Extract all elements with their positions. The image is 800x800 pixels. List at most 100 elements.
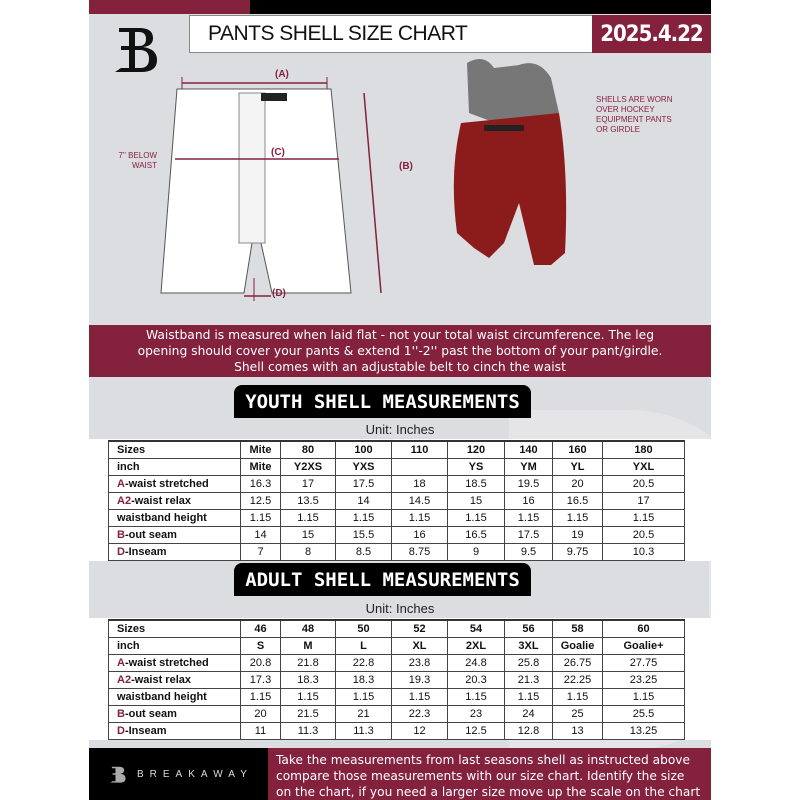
row-label-prefix: A2 bbox=[117, 673, 132, 686]
table-cell: 1.15 bbox=[391, 508, 448, 527]
table-cell: 1.15 bbox=[447, 508, 505, 527]
table-cell: 1.15 bbox=[280, 687, 336, 706]
table-row: D-Inseam 7 8 8.5 8.75 9 9.5 9.75 10.3 bbox=[108, 542, 685, 561]
adult-unit: Unit: Inches bbox=[365, 601, 435, 616]
table-cell: 1.15 bbox=[504, 687, 553, 706]
note-line: SHELLS ARE WORN bbox=[596, 95, 673, 104]
footer-brand: BREAKAWAY bbox=[89, 748, 268, 800]
row-label-text: -waist relax bbox=[131, 673, 191, 686]
table-cell: 16.3 bbox=[240, 474, 281, 493]
table-cell: 17.5 bbox=[335, 474, 392, 493]
table-cell: 27.75 bbox=[602, 653, 685, 672]
table-cell: 9 bbox=[447, 542, 505, 561]
table-cell: 23.8 bbox=[391, 653, 448, 672]
table-cell: YS bbox=[447, 457, 505, 476]
waist-note: 7'' BELOW WAIST bbox=[115, 151, 157, 171]
table-cell: 11.3 bbox=[280, 721, 336, 740]
brand-name: BREAKAWAY bbox=[137, 768, 253, 780]
table-cell: 15 bbox=[280, 525, 336, 544]
table-cell bbox=[391, 457, 448, 476]
row-label-prefix: A bbox=[117, 656, 125, 669]
banner-line: opening should cover your pants & extend… bbox=[137, 344, 663, 358]
table-cell: 20.3 bbox=[447, 670, 505, 689]
label-b: (B) bbox=[399, 161, 413, 172]
table-cell: 20 bbox=[552, 474, 603, 493]
table-cell: S bbox=[240, 636, 281, 655]
row-label: A2-waist relax bbox=[108, 491, 241, 510]
table-cell: 16.5 bbox=[447, 525, 505, 544]
table-cell: 15.5 bbox=[335, 525, 392, 544]
row-label-text: -out seam bbox=[124, 528, 177, 541]
table-cell: YL bbox=[552, 457, 603, 476]
table-cell: Mite bbox=[240, 457, 281, 476]
table-cell: 60 bbox=[602, 619, 685, 638]
table-row: waistband height 1.15 1.15 1.15 1.15 1.15 1.15… bbox=[108, 687, 685, 706]
table-cell: 54 bbox=[447, 619, 505, 638]
row-label: inch bbox=[108, 457, 241, 476]
table-cell: 19.3 bbox=[391, 670, 448, 689]
row-label-text: -Inseam bbox=[124, 724, 167, 737]
footer-line: on the chart, if you need a larger size … bbox=[276, 785, 701, 799]
table-cell: 1.15 bbox=[552, 687, 603, 706]
shell-note: SHELLS ARE WORN OVER HOCKEY EQUIPMENT PA… bbox=[596, 95, 672, 135]
table-cell: 1.15 bbox=[447, 687, 505, 706]
table-cell: Goalie bbox=[552, 636, 603, 655]
row-label-text: -waist stretched bbox=[124, 656, 209, 669]
table-cell: 110 bbox=[391, 440, 448, 459]
row-label-text: inch bbox=[117, 460, 140, 473]
top-bar-accent bbox=[89, 0, 250, 14]
note-line: EQUIPMENT PANTS bbox=[596, 115, 672, 124]
table-cell: 56 bbox=[504, 619, 553, 638]
row-label-text: inch bbox=[117, 639, 140, 652]
table-cell: Y2XS bbox=[280, 457, 336, 476]
row-label: B-out seam bbox=[108, 704, 241, 723]
table-row: waistband height 1.15 1.15 1.15 1.15 1.15 1.15… bbox=[108, 508, 685, 527]
pants-diagram-icon bbox=[160, 59, 567, 301]
row-label-prefix: A2 bbox=[117, 494, 132, 507]
table-cell: 21.3 bbox=[504, 670, 553, 689]
page-title: PANTS SHELL SIZE CHART bbox=[189, 15, 593, 53]
note-line: OR GIRDLE bbox=[596, 125, 641, 134]
table-cell: 22.3 bbox=[391, 704, 448, 723]
row-label: D-Inseam bbox=[108, 721, 241, 740]
youth-unit: Unit: Inches bbox=[365, 422, 435, 437]
table-row: A-waist stretched 16.3 17 17.5 18 18.5 19.5 20 2… bbox=[108, 474, 685, 493]
table-row: inch Mite Y2XS YXS YS YM YL YXL bbox=[108, 457, 685, 476]
row-label: Sizes bbox=[108, 619, 241, 638]
footer-line: compare those measurements with our size… bbox=[276, 769, 685, 783]
table-cell: 11 bbox=[240, 721, 281, 740]
note-line: WAIST bbox=[131, 161, 157, 170]
table-row: D-Inseam 11 11.3 11.3 12 12.5 12.8 13 13.25 bbox=[108, 721, 685, 740]
table-cell: 120 bbox=[447, 440, 505, 459]
table-cell: 3XL bbox=[504, 636, 553, 655]
row-label-text: -Inseam bbox=[124, 545, 167, 558]
table-cell: 18 bbox=[391, 474, 448, 493]
label-a: (A) bbox=[275, 69, 289, 80]
table-cell: 1.15 bbox=[504, 508, 553, 527]
table-cell: 12.8 bbox=[504, 721, 553, 740]
note-line: 7'' BELOW bbox=[118, 151, 157, 160]
table-cell: Goalie+ bbox=[602, 636, 685, 655]
table-cell: 1.15 bbox=[240, 508, 281, 527]
table-cell: 9.75 bbox=[552, 542, 603, 561]
table-cell: 14.5 bbox=[391, 491, 448, 510]
table-cell: 19 bbox=[552, 525, 603, 544]
label-c: (C) bbox=[271, 147, 285, 158]
table-cell: 8.75 bbox=[391, 542, 448, 561]
table-cell: 180 bbox=[602, 440, 685, 459]
table-cell: 10.3 bbox=[602, 542, 685, 561]
table-cell: 1.15 bbox=[602, 687, 685, 706]
table-cell: M bbox=[280, 636, 336, 655]
table-cell: YXL bbox=[602, 457, 685, 476]
table-cell: 48 bbox=[280, 619, 336, 638]
table-cell: 13.25 bbox=[602, 721, 685, 740]
table-cell: 13 bbox=[552, 721, 603, 740]
table-cell: L bbox=[335, 636, 392, 655]
table-cell: 22.8 bbox=[335, 653, 392, 672]
date-badge: 2025.4.22 bbox=[592, 15, 711, 53]
table-cell: 21.5 bbox=[280, 704, 336, 723]
table-cell: 20 bbox=[240, 704, 281, 723]
row-label: A2-waist relax bbox=[108, 670, 241, 689]
table-cell: 16 bbox=[504, 491, 553, 510]
row-label-text: -waist relax bbox=[131, 494, 191, 507]
